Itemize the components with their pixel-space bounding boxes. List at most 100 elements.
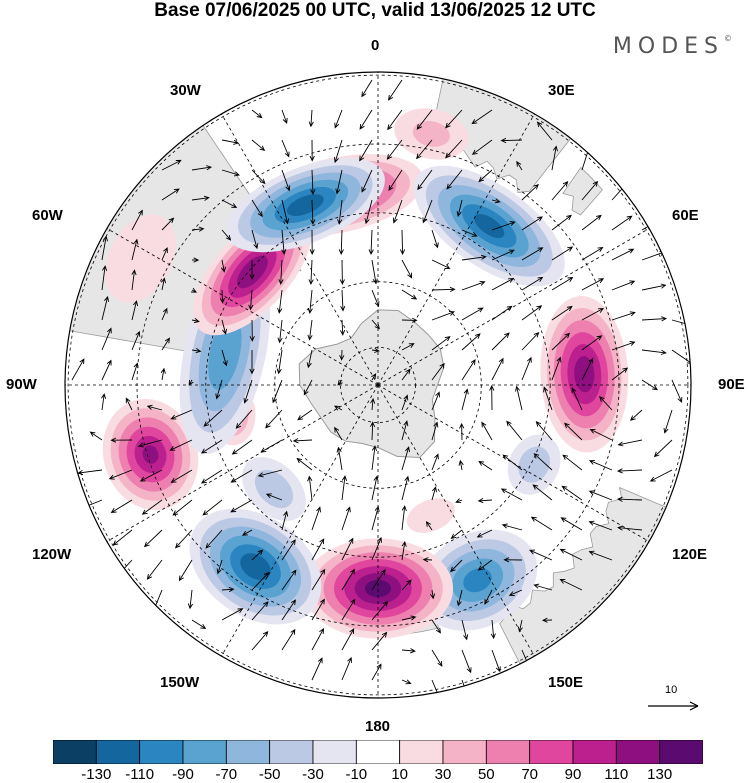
contour-band <box>142 445 159 464</box>
wind-arrow <box>311 538 325 561</box>
wind-arrow <box>371 289 380 308</box>
wind-arrow <box>174 529 193 549</box>
wind-arrow <box>172 499 193 516</box>
wind-arrow <box>131 330 141 351</box>
wind-arrow <box>220 259 227 273</box>
wind-arrow <box>630 409 643 421</box>
anomaly-cell-14 <box>406 498 455 533</box>
wind-arrow <box>401 540 407 561</box>
lon-label-150e: 150E <box>548 674 584 691</box>
wind-arrow <box>431 259 451 269</box>
wind-arrow <box>161 307 168 321</box>
wind-arrow <box>160 367 166 381</box>
graticule <box>65 72 691 698</box>
wind-arrow <box>170 409 193 420</box>
wind-arrow <box>257 469 283 478</box>
wind-arrow <box>311 598 325 621</box>
contour-band <box>463 568 492 593</box>
meridian-330 <box>213 100 379 386</box>
wind-arrow <box>341 656 352 681</box>
wind-arrow <box>477 498 493 504</box>
wind-arrow <box>221 608 244 621</box>
wind-arrow <box>191 348 202 354</box>
wind-arrow <box>309 229 315 256</box>
wind-arrow <box>191 257 200 263</box>
wind-arrow <box>484 589 493 605</box>
wind-arrow <box>108 469 133 480</box>
wind-arrow <box>178 559 193 582</box>
wind-arrow <box>221 349 228 367</box>
wind-arrow <box>278 259 284 285</box>
wind-arrow <box>501 523 523 531</box>
wind-arrow <box>311 627 325 651</box>
wind-arrow <box>251 631 269 651</box>
wind-arrow <box>309 139 315 162</box>
wind-arrow <box>431 391 440 411</box>
wind-arrow <box>559 548 583 561</box>
wind-arrow <box>215 379 223 400</box>
wind-arrow <box>431 310 455 321</box>
wind-arrow <box>503 557 523 563</box>
anomaly-cell-5 <box>302 538 454 639</box>
wind-arrow <box>401 648 416 654</box>
wind-arrow <box>146 559 163 580</box>
wind-arrow <box>536 121 553 141</box>
wind-arrow <box>297 409 313 421</box>
anomaly-cell-1 <box>413 165 565 287</box>
wind-arrow <box>161 217 175 231</box>
wind-arrow <box>308 109 314 128</box>
wind-arrow <box>461 359 476 381</box>
wind-arrow <box>491 332 510 351</box>
wind-arrow <box>416 109 433 130</box>
wind-arrow <box>191 318 200 324</box>
wind-arrow <box>243 379 253 404</box>
wind-arrow <box>251 199 263 218</box>
wind-arrow <box>521 331 540 351</box>
wind-arrow <box>205 529 223 549</box>
wind-arrow <box>481 421 493 441</box>
wind-arrow <box>191 619 207 629</box>
wind-arrow <box>551 181 569 201</box>
colorbar-swatch-3 <box>182 740 227 764</box>
colorbar-tick-label: -70 <box>215 766 238 783</box>
wind-arrow <box>308 259 314 286</box>
wind-arrow <box>431 453 439 471</box>
wind-arrow <box>338 229 344 256</box>
colorbar-tick-label: -110 <box>125 766 155 783</box>
wind-arrow <box>276 349 283 375</box>
wind-arrow <box>146 404 163 411</box>
contour-band <box>254 469 294 509</box>
anomaly-cell-4 <box>417 529 538 631</box>
wind-arrow <box>431 362 445 381</box>
wind-arrow <box>533 583 553 591</box>
wind-arrow <box>399 229 406 256</box>
wind-arrow <box>265 409 283 429</box>
latitude-circle-4 <box>67 74 689 696</box>
wind-arrow <box>446 169 463 190</box>
colorbar-tick-label: 110 <box>604 766 629 783</box>
wind-arrow <box>203 409 223 427</box>
wind-arrow <box>131 238 139 261</box>
wind-arrow <box>371 569 386 591</box>
wind-arrow <box>431 421 439 441</box>
wind-arrow <box>361 169 373 193</box>
wind-arrow <box>161 188 180 201</box>
wind-arrow <box>251 109 263 119</box>
colorbar-swatch-6 <box>312 740 357 764</box>
wind-arrow <box>431 229 439 249</box>
wind-arrow <box>641 316 668 322</box>
colorbar-swatch-2 <box>139 740 184 764</box>
wind-arrow <box>611 311 636 321</box>
map-title: Base 07/06/2025 00 UTC, valid 13/06/2025… <box>154 0 596 21</box>
wind-arrow <box>251 601 269 621</box>
wind-arrow <box>532 484 553 501</box>
wind-arrow <box>401 368 411 381</box>
wind-arrow <box>521 305 543 321</box>
wind-arrow <box>371 536 382 561</box>
anomaly-cell-11 <box>225 158 385 253</box>
vector-scale-label: 10 <box>665 684 678 696</box>
lon-label-120e: 120E <box>672 546 708 563</box>
colorbar-swatch-8 <box>399 740 444 764</box>
contour-band <box>518 446 551 483</box>
